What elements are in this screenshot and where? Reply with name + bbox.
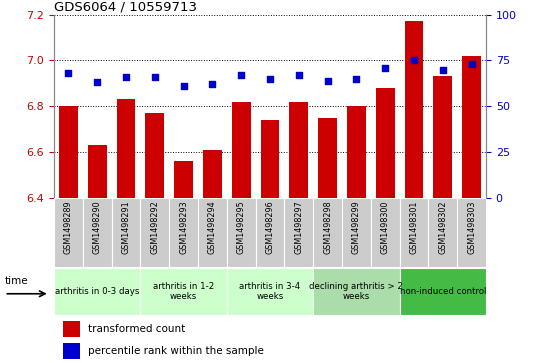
Text: GSM1498296: GSM1498296 — [266, 201, 274, 254]
Text: GDS6064 / 10559713: GDS6064 / 10559713 — [54, 0, 197, 13]
Point — [323, 78, 332, 83]
Bar — [83, 198, 112, 267]
Bar — [145, 113, 164, 198]
Text: GSM1498302: GSM1498302 — [438, 201, 447, 254]
Bar — [174, 161, 193, 198]
Bar — [112, 198, 140, 267]
Text: GSM1498303: GSM1498303 — [467, 201, 476, 254]
Point — [179, 83, 188, 89]
Bar — [169, 198, 198, 267]
Point — [93, 79, 102, 85]
Bar — [404, 21, 423, 198]
Bar — [371, 198, 400, 267]
Text: GSM1498292: GSM1498292 — [150, 201, 159, 254]
Point — [122, 74, 130, 80]
Bar — [261, 120, 279, 198]
Point — [208, 81, 217, 87]
Text: GSM1498299: GSM1498299 — [352, 201, 361, 254]
Bar — [203, 150, 222, 198]
Bar — [88, 145, 106, 198]
Text: GSM1498294: GSM1498294 — [208, 201, 217, 254]
Point — [410, 57, 418, 63]
Text: time: time — [4, 276, 28, 286]
Point — [151, 74, 159, 80]
Text: GSM1498298: GSM1498298 — [323, 201, 332, 254]
Bar — [255, 198, 285, 267]
Point — [467, 61, 476, 67]
Point — [381, 65, 389, 70]
Bar — [140, 198, 169, 267]
Bar — [342, 198, 371, 267]
Bar — [434, 76, 452, 198]
Point — [266, 76, 274, 82]
Point — [294, 72, 303, 78]
Bar — [140, 268, 227, 315]
Bar — [400, 198, 428, 267]
Text: arthritis in 1-2
weeks: arthritis in 1-2 weeks — [153, 282, 214, 301]
Text: GSM1498293: GSM1498293 — [179, 201, 188, 254]
Text: arthritis in 0-3 days: arthritis in 0-3 days — [55, 287, 139, 296]
Text: GSM1498289: GSM1498289 — [64, 201, 73, 254]
Bar — [457, 198, 486, 267]
Bar — [318, 118, 337, 198]
Bar — [313, 268, 400, 315]
Point — [352, 76, 361, 82]
Text: non-induced control: non-induced control — [400, 287, 486, 296]
Bar — [59, 106, 78, 198]
Bar — [54, 198, 83, 267]
Text: declining arthritis > 2
weeks: declining arthritis > 2 weeks — [309, 282, 403, 301]
Bar — [198, 198, 227, 267]
Bar — [63, 343, 80, 359]
Bar — [347, 106, 366, 198]
Bar — [462, 56, 481, 198]
Bar — [313, 198, 342, 267]
Bar — [428, 198, 457, 267]
Text: percentile rank within the sample: percentile rank within the sample — [87, 346, 264, 356]
Text: GSM1498297: GSM1498297 — [294, 201, 303, 254]
Bar — [54, 268, 140, 315]
Bar — [227, 198, 255, 267]
Text: GSM1498295: GSM1498295 — [237, 201, 246, 254]
Text: GSM1498300: GSM1498300 — [381, 201, 390, 254]
Text: GSM1498301: GSM1498301 — [409, 201, 418, 254]
Bar — [285, 198, 313, 267]
Text: GSM1498290: GSM1498290 — [93, 201, 102, 254]
Bar — [400, 268, 486, 315]
Text: GSM1498291: GSM1498291 — [122, 201, 131, 254]
Bar — [289, 102, 308, 198]
Bar — [227, 268, 313, 315]
Text: transformed count: transformed count — [87, 324, 185, 334]
Point — [438, 67, 447, 73]
Bar — [232, 102, 251, 198]
Point — [64, 70, 73, 76]
Bar — [63, 321, 80, 337]
Bar — [376, 88, 395, 198]
Text: arthritis in 3-4
weeks: arthritis in 3-4 weeks — [239, 282, 301, 301]
Bar — [117, 99, 136, 198]
Point — [237, 72, 246, 78]
